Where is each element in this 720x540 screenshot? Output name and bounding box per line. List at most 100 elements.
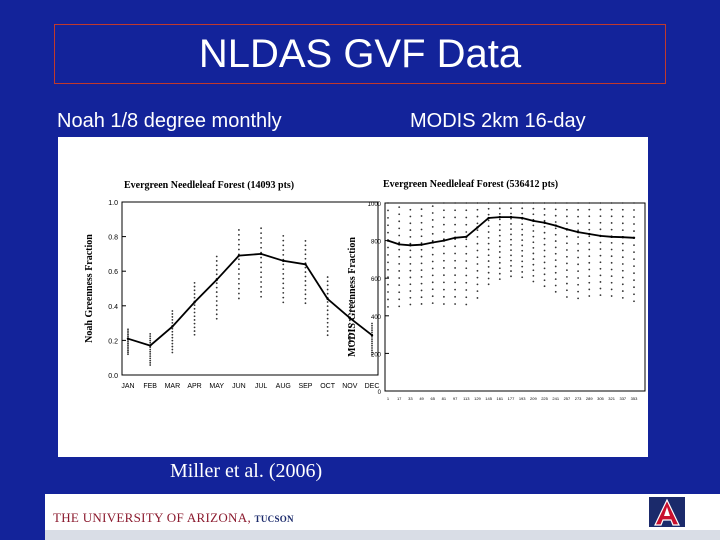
- scatter-point-1-11-12: [510, 212, 512, 215]
- series-point-0-0: [126, 337, 130, 340]
- scatter-point-0-6-13: [260, 232, 262, 235]
- scatter-point-0-4-4: [215, 300, 218, 302]
- scatter-point-0-5-2: [238, 287, 240, 290]
- scatter-point-0-3-13: [193, 285, 196, 288]
- series-point-1-0: [386, 239, 390, 242]
- scatter-point-1-7-11: [465, 223, 468, 226]
- scatter-point-1-1-6: [398, 262, 401, 265]
- scatter-point-1-20-10: [610, 228, 613, 231]
- scatter-point-1-21-12: [621, 215, 624, 218]
- scatter-point-0-7-2: [282, 291, 285, 294]
- series-point-1-10: [498, 215, 502, 219]
- x-tick-label-1-21: 337: [619, 396, 626, 401]
- scatter-point-1-21-5: [621, 263, 624, 265]
- scatter-point-0-7-3: [282, 287, 285, 290]
- footer-stripe: [45, 530, 720, 540]
- x-tick-label-0-1: FEB: [143, 383, 157, 390]
- scatter-point-1-13-8: [532, 235, 535, 238]
- scatter-point-1-12-4: [521, 255, 524, 257]
- scatter-point-0-3-6: [193, 311, 196, 314]
- scatter-point-1-13-9: [532, 230, 535, 232]
- scatter-point-1-20-6: [610, 255, 613, 258]
- series-point-1-15: [554, 224, 557, 227]
- scatter-point-1-8-14: [476, 202, 479, 204]
- scatter-point-1-16-12: [566, 215, 568, 218]
- scatter-point-0-5-6: [238, 268, 240, 270]
- scatter-point-0-9-4: [326, 317, 329, 320]
- scatter-point-1-2-13: [409, 215, 412, 218]
- scatter-point-1-3-5: [420, 269, 423, 272]
- x-tick-label-0-7: AUG: [276, 383, 291, 390]
- scatter-point-0-3-3: [193, 322, 196, 325]
- plot-frame-1: [384, 202, 646, 392]
- scatter-point-0-2-13: [171, 313, 174, 315]
- scatter-point-0-7-12: [282, 244, 285, 247]
- scatter-point-0-0-4: [127, 346, 129, 349]
- scatter-point-0-0-11: [127, 333, 129, 336]
- scatter-point-0-4-8: [215, 282, 218, 285]
- scatter-point-1-6-2: [454, 288, 456, 291]
- scatter-point-1-4-8: [431, 246, 434, 249]
- x-tick-label-0-6: JUL: [255, 383, 268, 390]
- scatter-point-1-12-3: [521, 260, 524, 263]
- scatter-point-1-16-2: [566, 282, 568, 285]
- x-tick-label-1-13: 209: [530, 396, 537, 401]
- modis-header: MODIS 2km 16-day: [410, 110, 586, 132]
- scatter-point-1-6-14: [454, 202, 456, 204]
- series-point-1-18: [588, 232, 591, 236]
- series-point-1-22: [632, 236, 636, 239]
- scatter-point-0-6-5: [260, 271, 262, 274]
- scatter-point-0-5-12: [238, 238, 240, 241]
- scatter-point-1-18-6: [588, 255, 591, 258]
- scatter-point-1-12-12: [521, 212, 524, 215]
- scatter-point-0-1-6: [149, 350, 152, 353]
- scatter-point-1-1-11: [398, 227, 401, 230]
- scatter-point-1-14-4: [543, 261, 546, 264]
- scatter-point-0-1-8: [149, 346, 152, 349]
- scatter-point-1-20-2: [610, 281, 613, 284]
- scatter-point-0-4-5: [215, 295, 218, 298]
- scatter-point-1-9-1: [487, 277, 490, 280]
- scatter-point-1-3-0: [420, 303, 423, 305]
- scatter-point-1-16-3: [566, 275, 568, 278]
- x-tick-label-1-9: 145: [485, 396, 492, 401]
- scatter-point-1-0-4: [387, 276, 389, 279]
- scatter-point-1-21-3: [621, 276, 624, 279]
- scatter-point-0-1-0: [149, 364, 152, 366]
- y-tick-label-1-3: 600: [371, 277, 382, 283]
- scatter-point-1-0-13: [387, 209, 389, 212]
- x-tick-label-1-16: 257: [564, 396, 571, 401]
- scatter-point-0-9-2: [326, 326, 329, 328]
- scatter-point-0-11-8: [371, 335, 373, 338]
- scatter-point-0-4-2: [215, 308, 218, 311]
- scatter-point-0-6-11: [260, 241, 262, 244]
- scatter-point-0-2-12: [171, 316, 174, 318]
- scatter-point-1-9-6: [487, 248, 490, 251]
- scatter-point-0-1-10: [149, 341, 152, 344]
- scatter-point-0-4-14: [215, 255, 218, 258]
- scatter-point-1-19-12: [599, 215, 602, 218]
- scatter-point-0-8-6: [304, 275, 307, 278]
- scatter-point-1-20-7: [610, 248, 613, 251]
- scatter-point-1-17-14: [577, 202, 579, 204]
- series-point-0-7: [282, 259, 285, 263]
- scatter-point-1-22-6: [633, 258, 635, 261]
- scatter-point-0-11-6: [371, 340, 373, 343]
- scatter-point-0-6-2: [260, 286, 262, 288]
- scatter-point-1-16-7: [566, 249, 568, 251]
- scatter-point-1-22-5: [633, 265, 635, 268]
- scatter-point-1-9-13: [487, 207, 490, 210]
- scatter-point-1-18-2: [588, 281, 591, 284]
- scatter-point-1-2-14: [409, 208, 412, 211]
- scatter-point-1-20-0: [610, 295, 613, 297]
- scatter-point-1-5-6: [443, 259, 445, 262]
- scatter-point-0-7-6: [282, 272, 285, 275]
- series-point-1-6: [453, 236, 457, 239]
- scatter-point-0-8-8: [304, 266, 307, 269]
- scatter-point-0-1-3: [149, 357, 152, 360]
- scatter-point-1-19-5: [599, 261, 602, 264]
- scatter-point-1-12-7: [521, 239, 524, 242]
- scatter-point-0-3-1: [193, 330, 196, 332]
- scatter-point-1-5-13: [443, 209, 445, 212]
- scatter-point-0-5-13: [238, 233, 240, 236]
